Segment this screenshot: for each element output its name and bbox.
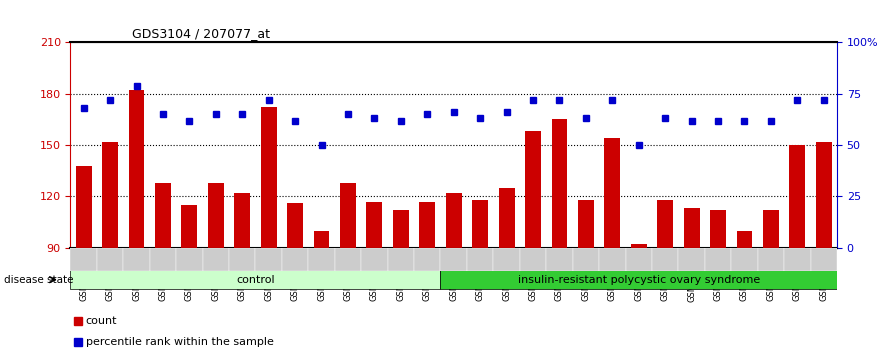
Bar <box>472 200 488 248</box>
Bar <box>419 202 435 248</box>
Bar <box>261 108 277 248</box>
Text: insulin-resistant polycystic ovary syndrome: insulin-resistant polycystic ovary syndr… <box>518 275 759 285</box>
Bar <box>573 248 599 271</box>
Bar <box>604 138 620 248</box>
Bar <box>552 120 567 248</box>
Bar <box>287 203 303 248</box>
FancyBboxPatch shape <box>70 270 440 289</box>
Bar <box>657 200 673 248</box>
Bar <box>816 142 832 248</box>
Bar <box>811 248 837 271</box>
Bar <box>282 248 308 271</box>
Bar <box>366 202 382 248</box>
Bar <box>789 145 805 248</box>
Bar <box>102 142 118 248</box>
Bar <box>705 248 731 271</box>
Bar <box>229 248 255 271</box>
Bar <box>525 131 541 248</box>
Bar <box>737 231 752 248</box>
Bar <box>546 248 573 271</box>
Bar <box>150 248 176 271</box>
Bar <box>731 248 758 271</box>
Bar <box>155 183 171 248</box>
Bar <box>440 248 467 271</box>
Bar <box>70 248 97 271</box>
Text: GDS3104 / 207077_at: GDS3104 / 207077_at <box>132 27 270 40</box>
FancyBboxPatch shape <box>440 270 837 289</box>
Bar <box>203 248 229 271</box>
Bar <box>181 205 197 248</box>
Text: percentile rank within the sample: percentile rank within the sample <box>85 337 274 347</box>
Bar <box>678 248 705 271</box>
Bar <box>414 248 440 271</box>
Bar <box>129 90 144 248</box>
Bar <box>76 166 92 248</box>
Text: disease state: disease state <box>4 275 73 285</box>
Bar <box>784 248 811 271</box>
Bar <box>652 248 678 271</box>
Bar <box>493 248 520 271</box>
Bar <box>446 193 462 248</box>
Bar <box>335 248 361 271</box>
Bar <box>234 193 250 248</box>
Bar <box>599 248 626 271</box>
Bar <box>123 248 150 271</box>
Bar <box>684 209 700 248</box>
Bar <box>255 248 282 271</box>
Bar <box>520 248 546 271</box>
Bar <box>361 248 388 271</box>
Text: control: control <box>236 275 275 285</box>
Bar <box>97 248 123 271</box>
Bar <box>340 183 356 248</box>
Bar <box>393 210 409 248</box>
Bar <box>710 210 726 248</box>
Bar <box>626 248 652 271</box>
Bar <box>763 210 779 248</box>
Bar <box>308 248 335 271</box>
Bar <box>314 231 329 248</box>
Bar <box>758 248 784 271</box>
Text: count: count <box>85 316 117 326</box>
Bar <box>578 200 594 248</box>
Bar <box>631 244 647 248</box>
Bar <box>176 248 203 271</box>
Bar <box>208 183 224 248</box>
Bar <box>388 248 414 271</box>
Bar <box>467 248 493 271</box>
Bar <box>499 188 515 248</box>
